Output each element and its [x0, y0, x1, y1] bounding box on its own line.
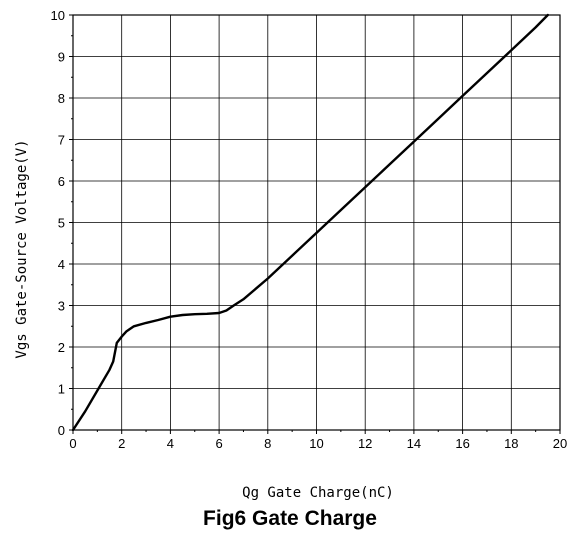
axis-ticks	[69, 14, 561, 434]
x-tick-label: 6	[215, 436, 222, 451]
grid	[73, 15, 560, 430]
y-tick-label: 7	[58, 133, 65, 148]
x-tick-label: 12	[358, 436, 372, 451]
x-tick-label: 8	[264, 436, 271, 451]
y-tick-label: 3	[58, 299, 65, 314]
x-tick-label: 4	[167, 436, 174, 451]
x-axis-title: Qg Gate Charge(nC)	[242, 485, 394, 501]
x-tick-label: 2	[118, 436, 125, 451]
y-tick-label: 0	[58, 423, 65, 438]
y-tick-label: 2	[58, 340, 65, 355]
y-tick-label: 8	[58, 91, 65, 106]
x-tick-label: 20	[553, 436, 567, 451]
y-tick-label: 4	[58, 257, 65, 272]
x-tick-label: 10	[309, 436, 323, 451]
y-axis-title: Vgs Gate-Source Voltage(V)	[14, 139, 30, 358]
gate-charge-curve	[71, 13, 549, 432]
x-tick-label: 14	[407, 436, 421, 451]
x-tick-label: 18	[504, 436, 518, 451]
y-tick-label: 6	[58, 174, 65, 189]
y-tick-label: 9	[58, 50, 65, 65]
y-tick-label: 10	[51, 8, 65, 23]
x-tick-label: 0	[69, 436, 76, 451]
x-tick-label: 16	[455, 436, 469, 451]
y-tick-label: 5	[58, 216, 65, 231]
figure-title: Fig6 Gate Charge	[203, 507, 377, 530]
y-tick-label: 1	[58, 382, 65, 397]
